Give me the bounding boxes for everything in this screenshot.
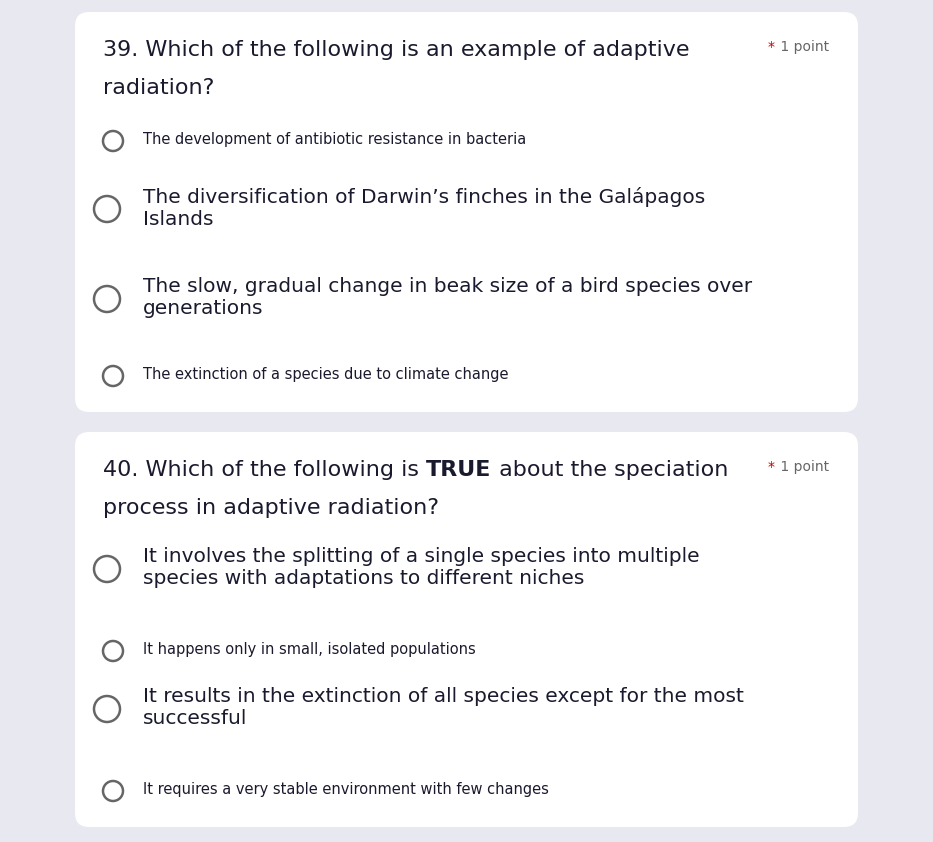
Text: process in adaptive radiation?: process in adaptive radiation? xyxy=(103,498,439,518)
Text: 1 point: 1 point xyxy=(776,460,829,474)
Text: It involves the splitting of a single species into multiple
species with adaptat: It involves the splitting of a single sp… xyxy=(143,547,700,588)
Text: *: * xyxy=(768,460,775,474)
FancyBboxPatch shape xyxy=(75,12,858,412)
Text: *: * xyxy=(768,40,775,54)
Text: 40. Which of the following is: 40. Which of the following is xyxy=(103,460,426,480)
Text: It requires a very stable environment with few changes: It requires a very stable environment wi… xyxy=(143,782,549,797)
Text: It results in the extinction of all species except for the most
successful: It results in the extinction of all spec… xyxy=(143,687,744,728)
Text: The diversification of Darwin’s finches in the Galápagos
Islands: The diversification of Darwin’s finches … xyxy=(143,187,705,229)
Text: 39. Which of the following is an example of adaptive: 39. Which of the following is an example… xyxy=(103,40,689,60)
Text: 1 point: 1 point xyxy=(776,40,829,54)
Text: radiation?: radiation? xyxy=(103,78,215,98)
Text: about the speciation: about the speciation xyxy=(492,460,728,480)
Text: TRUE: TRUE xyxy=(426,460,492,480)
Text: The development of antibiotic resistance in bacteria: The development of antibiotic resistance… xyxy=(143,132,526,147)
FancyBboxPatch shape xyxy=(75,432,858,827)
Text: The slow, gradual change in beak size of a bird species over
generations: The slow, gradual change in beak size of… xyxy=(143,277,752,318)
Text: It happens only in small, isolated populations: It happens only in small, isolated popul… xyxy=(143,642,476,657)
Text: The extinction of a species due to climate change: The extinction of a species due to clima… xyxy=(143,367,508,382)
